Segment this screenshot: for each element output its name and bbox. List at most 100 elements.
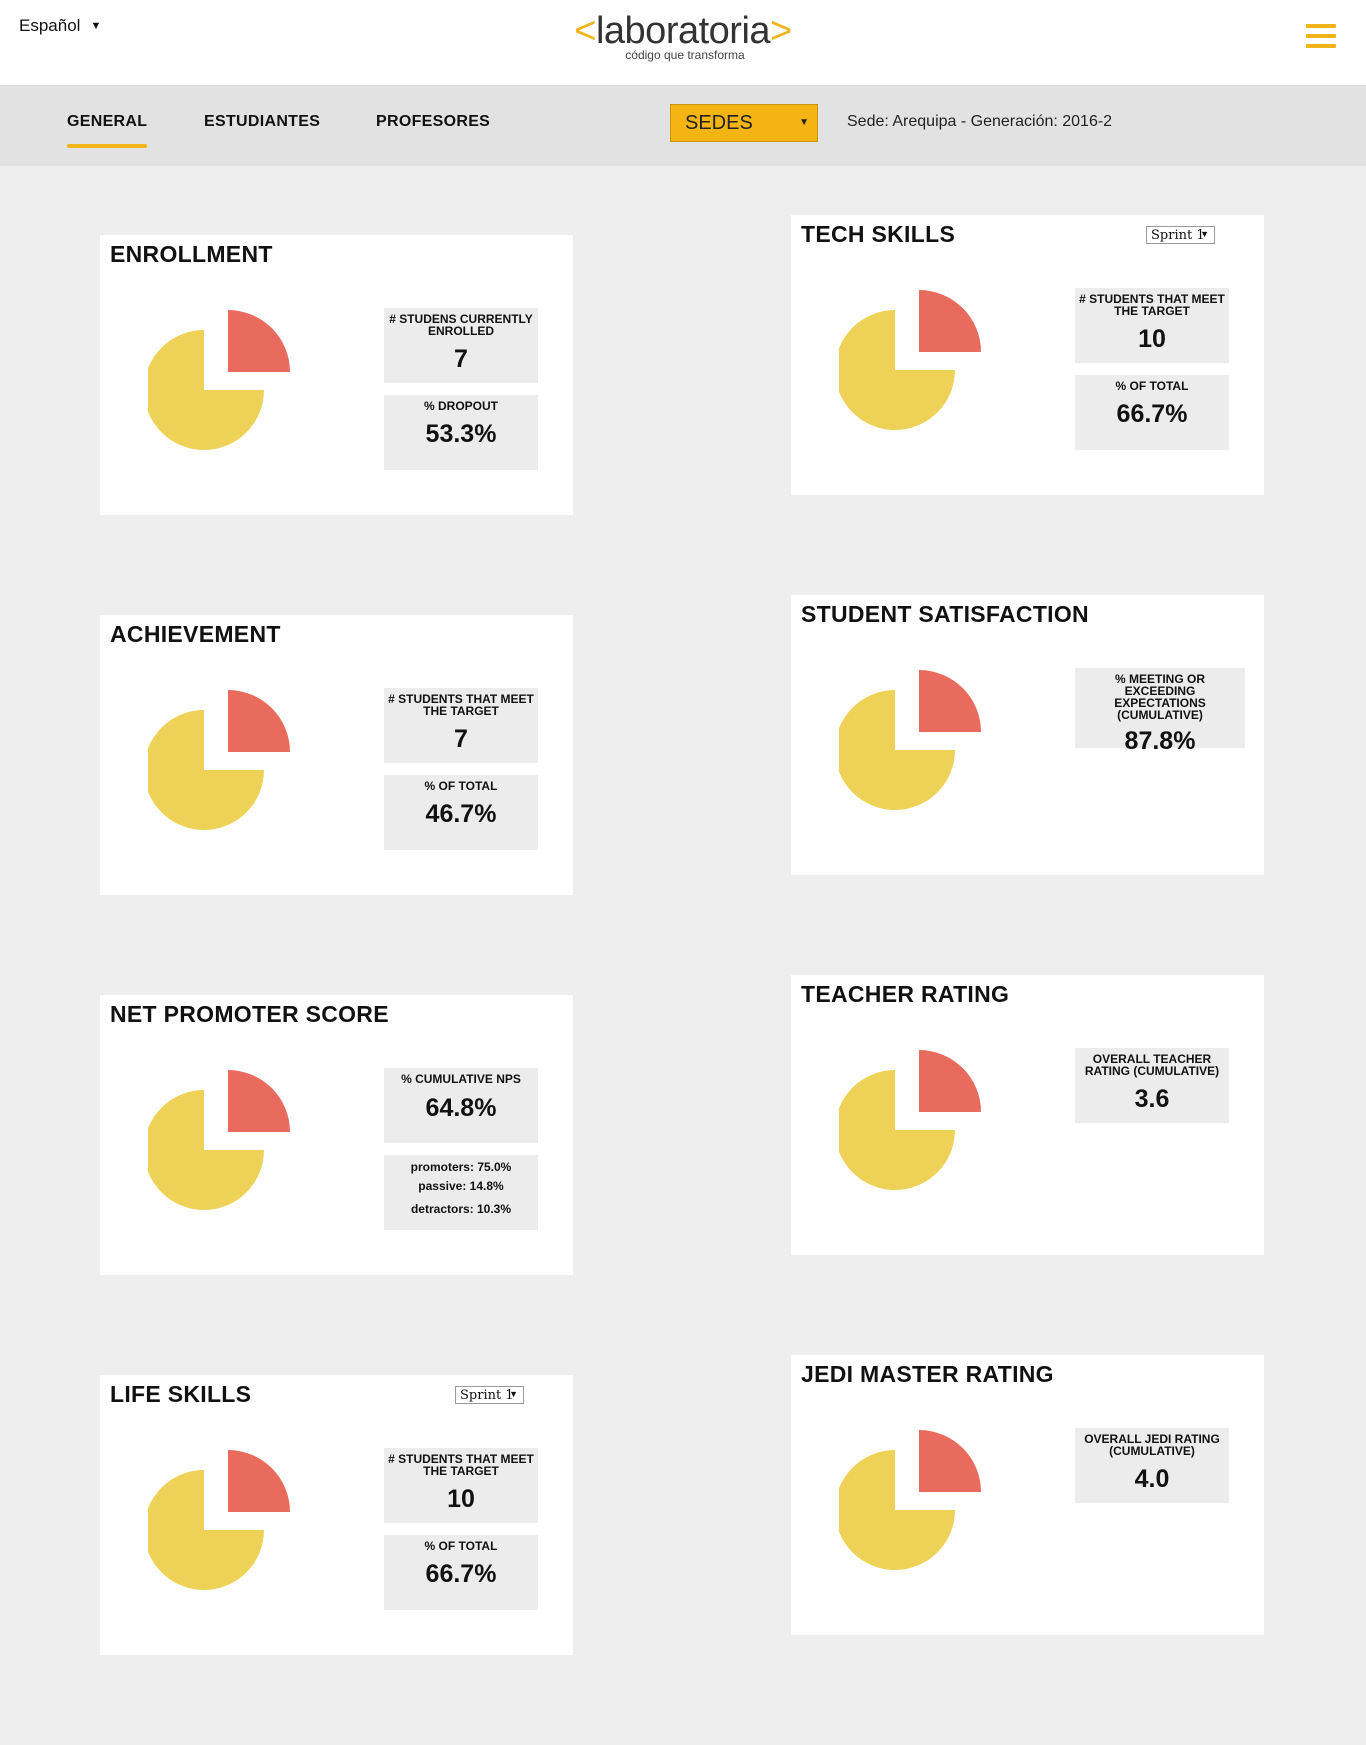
stat-label: % OF TOTAL bbox=[424, 1539, 498, 1553]
tab-profesores[interactable]: PROFESORES bbox=[376, 113, 491, 130]
card-tech-skills: TECH SKILLS Sprint 1 ▼ # STUDENTS THAT ME… bbox=[791, 215, 1264, 495]
stat-value: 7 bbox=[454, 345, 468, 373]
stat-box: OVERALL JEDI RATING (CUMULATIVE) 4.0 bbox=[1075, 1428, 1229, 1503]
tab-estudiantes[interactable]: ESTUDIANTES bbox=[204, 113, 321, 130]
stat-box: % OF TOTAL 46.7% bbox=[384, 775, 538, 850]
pie-chart bbox=[148, 1450, 290, 1590]
sprint-select[interactable]: Sprint 1 ▼ bbox=[1146, 226, 1215, 244]
pie-chart bbox=[148, 690, 290, 830]
sedes-label: SEDES bbox=[685, 112, 753, 134]
stat-label: # STUDENTS THAT MEET THE TARGET bbox=[388, 1452, 534, 1478]
pie-chart bbox=[839, 290, 981, 430]
card-teacher-rating: TEACHER RATING OVERALL TEACHER RATING (C… bbox=[791, 975, 1264, 1255]
pie-slice-major bbox=[148, 330, 264, 450]
stat-label: # STUDENS CURRENTLY ENROLLED bbox=[389, 312, 533, 338]
card-title: TEACHER RATING bbox=[801, 981, 1010, 1007]
stat-value: 4.0 bbox=[1134, 1465, 1170, 1493]
stat-value: 64.8% bbox=[425, 1094, 497, 1122]
card-title: ACHIEVEMENT bbox=[110, 621, 281, 647]
card-title: TECH SKILLS bbox=[801, 221, 956, 247]
pie-chart bbox=[839, 1050, 981, 1190]
stat-value: 10 bbox=[447, 1485, 475, 1513]
logo-tagline: código que transforma bbox=[625, 48, 745, 62]
tab-general[interactable]: GENERAL bbox=[67, 113, 148, 148]
nps-detractors: detractors: 10.3% bbox=[410, 1202, 512, 1216]
language-label: Español bbox=[19, 16, 81, 35]
pie-slice-minor bbox=[919, 1050, 981, 1112]
card-net-promoter-score: NET PROMOTER SCORE % CUMULATIVE NPS 64.8… bbox=[100, 995, 573, 1275]
card-title: NET PROMOTER SCORE bbox=[110, 1001, 389, 1027]
stat-value: 66.7% bbox=[425, 1560, 497, 1588]
sprint-select-value: Sprint 1 bbox=[460, 1388, 514, 1403]
stat-value: 87.8% bbox=[1124, 727, 1196, 755]
stat-box: % DROPOUT 53.3% bbox=[384, 395, 538, 470]
stat-box: # STUDENS CURRENTLY ENROLLED 7 bbox=[384, 308, 538, 383]
pie-slice-minor bbox=[228, 1450, 290, 1512]
card-title: ENROLLMENT bbox=[110, 241, 273, 267]
laboratoria-logo[interactable]: <laboratoria> código que transforma bbox=[0, 10, 1366, 62]
card-life-skills: LIFE SKILLS Sprint 1 ▼ # STUDENTS THAT ME… bbox=[100, 1375, 573, 1655]
sede-info: Sede: Arequipa - Generación: 2016-2 bbox=[847, 113, 1113, 130]
card-jedi-master-rating: JEDI MASTER RATING OVERALL JEDI RATING (… bbox=[791, 1355, 1264, 1635]
pie-slice-minor bbox=[919, 670, 981, 732]
pie-slice-minor bbox=[228, 1070, 290, 1132]
nps-promoters: promoters: 75.0% bbox=[410, 1160, 512, 1174]
nps-passive: passive: 14.8% bbox=[418, 1179, 504, 1193]
caret-down-icon: ▼ bbox=[509, 1389, 518, 1399]
stat-label: % CUMULATIVE NPS bbox=[401, 1072, 521, 1086]
stat-label: OVERALL JEDI RATING (CUMULATIVE) bbox=[1084, 1432, 1220, 1458]
stat-box: OVERALL TEACHER RATING (CUMULATIVE) 3.6 bbox=[1075, 1048, 1229, 1123]
main-nav: GENERAL ESTUDIANTES PROFESORES SEDES ▼ S… bbox=[0, 85, 1366, 166]
pie-chart bbox=[148, 1070, 290, 1210]
stat-box: % MEETING OR EXCEEDING EXPECTATIONS (CUM… bbox=[1075, 668, 1245, 755]
language-selector[interactable]: Español ▼ bbox=[19, 16, 101, 36]
stat-label: % MEETING OR EXCEEDING EXPECTATIONS (CUM… bbox=[1114, 672, 1206, 722]
card-enrollment: ENROLLMENT # STUDENS CURRENTLY ENROLLED … bbox=[100, 235, 573, 515]
stat-label: % OF TOTAL bbox=[1115, 379, 1189, 393]
sprint-select-value: Sprint 1 bbox=[1151, 228, 1205, 243]
caret-down-icon: ▼ bbox=[799, 117, 809, 128]
hamburger-icon[interactable] bbox=[1306, 24, 1336, 50]
stat-box: # STUDENTS THAT MEET THE TARGET 10 bbox=[384, 1448, 538, 1523]
stat-label: % OF TOTAL bbox=[424, 779, 498, 793]
stat-value: 66.7% bbox=[1116, 400, 1188, 428]
stat-box: # STUDENTS THAT MEET THE TARGET 7 bbox=[384, 688, 538, 763]
logo-wordmark: <laboratoria> bbox=[0, 10, 1366, 52]
stat-label: # STUDENTS THAT MEET THE TARGET bbox=[388, 692, 534, 718]
logo-open-bracket: < bbox=[574, 10, 596, 52]
nps-breakdown: promoters: 75.0% passive: 14.8% detracto… bbox=[384, 1155, 538, 1219]
stat-label: # STUDENTS THAT MEET THE TARGET bbox=[1079, 292, 1225, 318]
card-title: STUDENT SATISFACTION bbox=[801, 601, 1089, 627]
pie-slice-major bbox=[839, 1450, 955, 1570]
pie-slice-major bbox=[148, 1090, 264, 1210]
nps-breakdown-box: promoters: 75.0% passive: 14.8% detracto… bbox=[384, 1155, 538, 1230]
sedes-dropdown[interactable]: SEDES ▼ bbox=[670, 104, 818, 142]
pie-slice-major bbox=[839, 1070, 955, 1190]
stat-box: % OF TOTAL 66.7% bbox=[384, 1535, 538, 1610]
sprint-select[interactable]: Sprint 1 ▼ bbox=[455, 1386, 524, 1404]
pie-slice-minor bbox=[919, 1430, 981, 1492]
pie-slice-major bbox=[148, 710, 264, 830]
pie-slice-minor bbox=[228, 310, 290, 372]
stat-label: OVERALL TEACHER RATING (CUMULATIVE) bbox=[1084, 1052, 1220, 1078]
card-student-satisfaction: STUDENT SATISFACTION % MEETING OR EXCEED… bbox=[791, 595, 1264, 875]
card-title: JEDI MASTER RATING bbox=[801, 1361, 1054, 1387]
stat-box: % CUMULATIVE NPS 64.8% bbox=[384, 1068, 538, 1143]
top-header: Español ▼ <laboratoria> código que transf… bbox=[0, 0, 1366, 85]
stat-box: # STUDENTS THAT MEET THE TARGET 10 bbox=[1075, 288, 1229, 363]
pie-slice-major bbox=[839, 310, 955, 430]
stat-value: 53.3% bbox=[425, 420, 497, 448]
pie-slice-major bbox=[839, 690, 955, 810]
pie-slice-minor bbox=[228, 690, 290, 752]
stat-value: 10 bbox=[1138, 325, 1166, 353]
stat-label: % DROPOUT bbox=[423, 399, 498, 413]
pie-chart bbox=[839, 670, 981, 810]
stat-box: % OF TOTAL 66.7% bbox=[1075, 375, 1229, 450]
pie-slice-major bbox=[148, 1470, 264, 1590]
logo-text: laboratoria bbox=[595, 10, 771, 52]
pie-slice-minor bbox=[919, 290, 981, 352]
caret-down-icon: ▼ bbox=[1200, 229, 1209, 239]
pie-chart bbox=[839, 1430, 981, 1570]
stat-value: 7 bbox=[454, 725, 468, 753]
logo-close-bracket: > bbox=[770, 10, 792, 52]
